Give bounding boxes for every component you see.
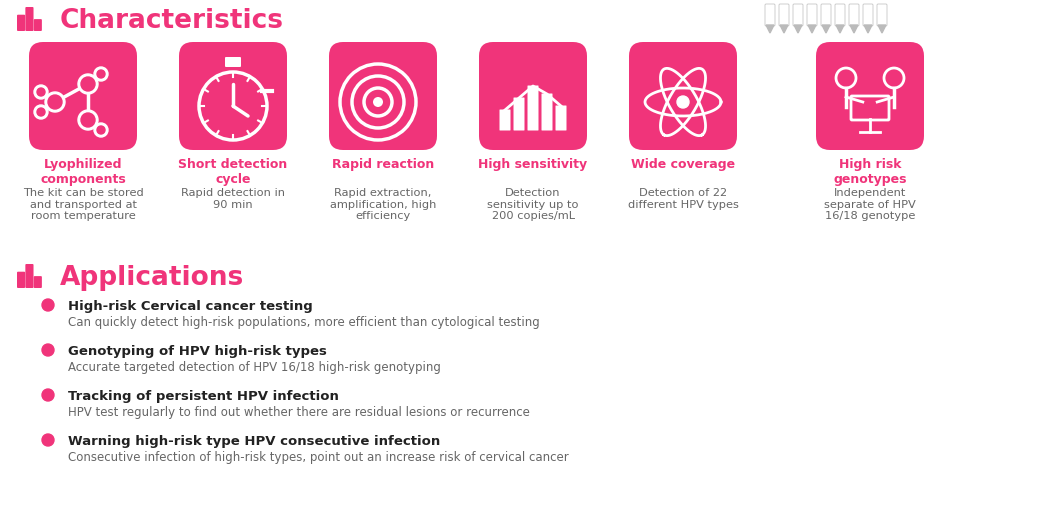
FancyBboxPatch shape (779, 4, 789, 26)
Polygon shape (794, 25, 802, 33)
FancyBboxPatch shape (816, 42, 925, 150)
FancyBboxPatch shape (877, 4, 887, 26)
FancyBboxPatch shape (329, 42, 437, 150)
Circle shape (94, 123, 108, 137)
Polygon shape (780, 25, 788, 33)
FancyBboxPatch shape (34, 276, 42, 288)
Polygon shape (766, 25, 774, 33)
Circle shape (78, 110, 98, 130)
Text: Accurate targeted detection of HPV 16/18 high-risk genotyping: Accurate targeted detection of HPV 16/18… (68, 361, 441, 374)
FancyBboxPatch shape (793, 4, 803, 26)
Circle shape (677, 96, 689, 108)
Text: High sensitivity: High sensitivity (479, 158, 588, 171)
Circle shape (48, 95, 62, 109)
Circle shape (97, 70, 105, 78)
Text: Consecutive infection of high-risk types, point out an increase risk of cervical: Consecutive infection of high-risk types… (68, 451, 569, 464)
Text: Lyophilized
components: Lyophilized components (40, 158, 126, 186)
FancyBboxPatch shape (25, 264, 34, 288)
Circle shape (97, 126, 105, 134)
Circle shape (34, 105, 48, 119)
Circle shape (42, 389, 54, 401)
Text: Rapid detection in
90 min: Rapid detection in 90 min (181, 188, 285, 209)
Text: The kit can be stored
and transported at
room temperature: The kit can be stored and transported at… (22, 188, 143, 221)
Text: Applications: Applications (60, 265, 245, 291)
FancyBboxPatch shape (821, 4, 831, 26)
Text: High-risk Cervical cancer testing: High-risk Cervical cancer testing (68, 300, 312, 313)
FancyBboxPatch shape (541, 93, 553, 131)
Circle shape (37, 88, 44, 96)
FancyBboxPatch shape (514, 98, 524, 131)
FancyBboxPatch shape (849, 4, 859, 26)
Text: Characteristics: Characteristics (60, 8, 284, 34)
FancyBboxPatch shape (17, 14, 25, 31)
FancyBboxPatch shape (527, 86, 538, 131)
Text: Detection
sensitivity up to
200 copies/mL: Detection sensitivity up to 200 copies/m… (487, 188, 579, 221)
Circle shape (80, 113, 95, 127)
FancyBboxPatch shape (834, 4, 845, 26)
FancyBboxPatch shape (25, 7, 34, 31)
Polygon shape (822, 25, 830, 33)
FancyBboxPatch shape (765, 4, 775, 26)
Text: Wide coverage: Wide coverage (631, 158, 735, 171)
Circle shape (94, 67, 108, 81)
FancyBboxPatch shape (556, 105, 567, 131)
Text: High risk
genotypes: High risk genotypes (833, 158, 907, 186)
Text: Tracking of persistent HPV infection: Tracking of persistent HPV infection (68, 390, 339, 403)
Polygon shape (836, 25, 844, 33)
Polygon shape (864, 25, 872, 33)
Circle shape (80, 77, 95, 91)
Polygon shape (808, 25, 816, 33)
FancyBboxPatch shape (17, 272, 25, 288)
FancyBboxPatch shape (500, 109, 510, 131)
Text: Can quickly detect high-risk populations, more efficient than cytological testin: Can quickly detect high-risk populations… (68, 316, 540, 329)
FancyBboxPatch shape (225, 57, 241, 67)
Polygon shape (878, 25, 886, 33)
Text: Independent
separate of HPV
16/18 genotype: Independent separate of HPV 16/18 genoty… (824, 188, 916, 221)
Circle shape (42, 344, 54, 356)
FancyBboxPatch shape (807, 4, 816, 26)
Text: Detection of 22
different HPV types: Detection of 22 different HPV types (628, 188, 738, 209)
Text: Short detection
cycle: Short detection cycle (178, 158, 288, 186)
FancyBboxPatch shape (863, 4, 873, 26)
Circle shape (78, 74, 98, 94)
Circle shape (373, 97, 383, 107)
Text: HPV test regularly to find out whether there are residual lesions or recurrence: HPV test regularly to find out whether t… (68, 406, 530, 419)
FancyBboxPatch shape (479, 42, 587, 150)
Circle shape (34, 85, 48, 99)
FancyBboxPatch shape (629, 42, 737, 150)
FancyBboxPatch shape (34, 19, 42, 31)
Circle shape (42, 299, 54, 311)
FancyBboxPatch shape (29, 42, 137, 150)
Circle shape (44, 92, 65, 112)
Text: Genotyping of HPV high-risk types: Genotyping of HPV high-risk types (68, 345, 327, 358)
Polygon shape (850, 25, 858, 33)
FancyBboxPatch shape (179, 42, 287, 150)
Text: Warning high-risk type HPV consecutive infection: Warning high-risk type HPV consecutive i… (68, 435, 441, 448)
Text: Rapid extraction,
amplification, high
efficiency: Rapid extraction, amplification, high ef… (329, 188, 436, 221)
Circle shape (42, 434, 54, 446)
Text: Rapid reaction: Rapid reaction (331, 158, 434, 171)
Circle shape (37, 108, 44, 116)
